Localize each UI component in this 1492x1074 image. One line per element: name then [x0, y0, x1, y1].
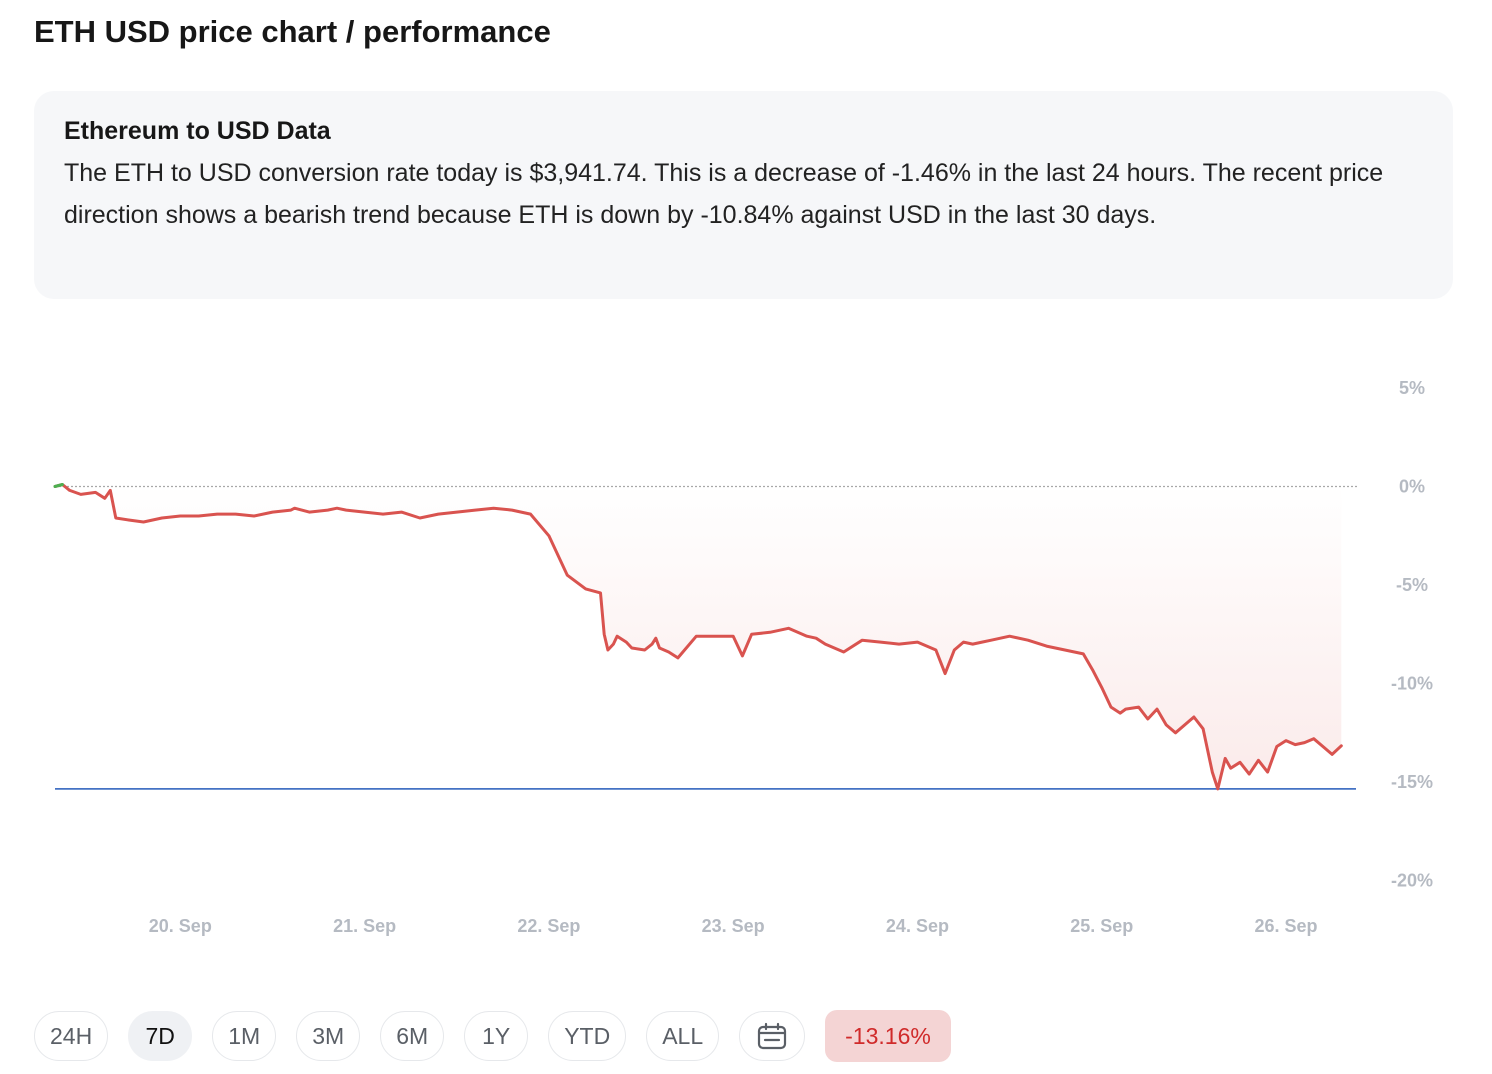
- calendar-icon: [758, 1022, 787, 1050]
- x-tick-label: 21. Sep: [333, 916, 396, 936]
- info-title: Ethereum to USD Data: [64, 117, 331, 145]
- x-tick-label: 26. Sep: [1255, 916, 1318, 936]
- price-line-positive-segment: [53, 483, 64, 488]
- range-ytd-button[interactable]: YTD: [548, 1011, 627, 1061]
- range-24h-button[interactable]: 24H: [34, 1011, 109, 1061]
- price-line: [53, 483, 1343, 791]
- x-tick-label: 20. Sep: [149, 916, 212, 936]
- info-box: Ethereum to USD Data The ETH to USD conv…: [34, 91, 1453, 299]
- x-tick-label: 25. Sep: [1070, 916, 1133, 936]
- range-3m-button[interactable]: 3M: [296, 1011, 361, 1061]
- range-1m-button[interactable]: 1M: [212, 1011, 277, 1061]
- info-text: The ETH to USD conversion rate today is …: [64, 159, 1384, 229]
- range-selector: 24H 7D 1M 3M 6M 1Y YTD ALL -13.16%: [34, 1010, 951, 1062]
- y-tick-label: 5%: [1399, 378, 1425, 398]
- y-tick-label: -15%: [1391, 772, 1433, 792]
- x-tick-label: 22. Sep: [517, 916, 580, 936]
- x-tick-label: 24. Sep: [886, 916, 949, 936]
- range-7d-button[interactable]: 7D: [128, 1011, 193, 1061]
- y-tick-label: -20%: [1391, 871, 1433, 891]
- y-tick-label: -5%: [1396, 575, 1428, 595]
- price-chart[interactable]: 5% 0% -5% -10% -15% -20% 20. Sep 21. Sep 22. Sep…: [0, 340, 1492, 960]
- y-tick-label: 0%: [1399, 477, 1425, 497]
- price-area-fill: [55, 484, 1342, 789]
- change-badge: -13.16%: [825, 1010, 951, 1062]
- range-1y-button[interactable]: 1Y: [464, 1011, 529, 1061]
- page-title: ETH USD price chart / performance: [34, 14, 551, 49]
- y-tick-label: -10%: [1391, 674, 1433, 694]
- x-tick-label: 23. Sep: [702, 916, 765, 936]
- calendar-button[interactable]: [739, 1011, 806, 1061]
- range-6m-button[interactable]: 6M: [380, 1011, 445, 1061]
- range-all-button[interactable]: ALL: [646, 1011, 720, 1061]
